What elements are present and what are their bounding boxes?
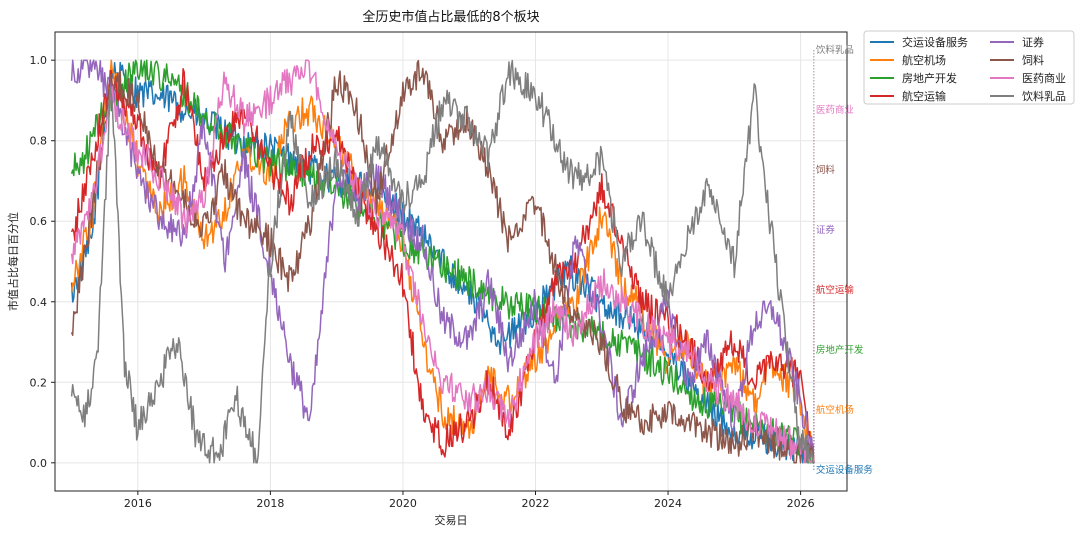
y-tick-label: 0.0 xyxy=(30,457,48,470)
series-line xyxy=(70,59,814,464)
series-line xyxy=(70,68,815,463)
series-end-label: 饮料乳品 xyxy=(816,44,854,56)
series-end-label: 航空机场 xyxy=(816,404,854,416)
series-end-label: 证券 xyxy=(816,224,836,236)
legend-entry-label: 航空机场 xyxy=(902,53,946,67)
x-tick-label: 2020 xyxy=(389,497,417,510)
series-line xyxy=(70,59,815,463)
plot-frame xyxy=(54,31,848,492)
legend-entry-label: 医药商业 xyxy=(1022,71,1066,85)
legend-entry-label: 航空运输 xyxy=(902,89,946,103)
y-axis-label: 市值占比每日百分位 xyxy=(6,212,20,311)
x-tick-label: 2016 xyxy=(124,497,152,510)
x-tick-label: 2024 xyxy=(654,497,682,510)
series-end-label: 房地产开发 xyxy=(816,344,864,356)
x-axis-label: 交易日 xyxy=(435,513,468,527)
y-tick-label: 0.6 xyxy=(30,215,48,228)
series-line xyxy=(70,59,815,463)
x-tick-label: 2018 xyxy=(256,497,284,510)
x-tick-label: 2022 xyxy=(522,497,550,510)
y-tick-label: 0.8 xyxy=(30,135,48,148)
legend-entry-label: 证券 xyxy=(1022,35,1044,49)
series-end-label: 交运设备服务 xyxy=(816,464,874,476)
legend-entry-label: 饮料乳品 xyxy=(1022,89,1066,103)
x-axis-ticks: 2016 2018 2020 2022 2024 2026 xyxy=(124,491,815,510)
series-end-label: 航空运输 xyxy=(816,284,855,296)
legend-box xyxy=(863,30,1075,105)
x-tick-label: 2026 xyxy=(787,497,815,510)
y-tick-label: 0.2 xyxy=(30,376,48,389)
legend-entry-label: 房地产开发 xyxy=(902,71,957,85)
series-end-label: 饲料 xyxy=(816,164,836,176)
y-axis-ticks: 0.0 0.2 0.4 0.6 0.8 1.0 xyxy=(30,54,55,470)
chart-title: 全历史市值占比最低的8个板块 xyxy=(362,9,539,25)
legend-entry-label: 交运设备服务 xyxy=(902,35,968,49)
series-lines xyxy=(70,59,815,464)
series-line xyxy=(70,59,815,464)
legend-entry-label: 饲料 xyxy=(1022,53,1044,67)
y-tick-label: 1.0 xyxy=(30,54,48,67)
series-end-label: 医药商业 xyxy=(816,104,854,116)
series-line xyxy=(70,59,815,464)
grid xyxy=(55,32,847,491)
y-tick-label: 0.4 xyxy=(30,296,48,309)
